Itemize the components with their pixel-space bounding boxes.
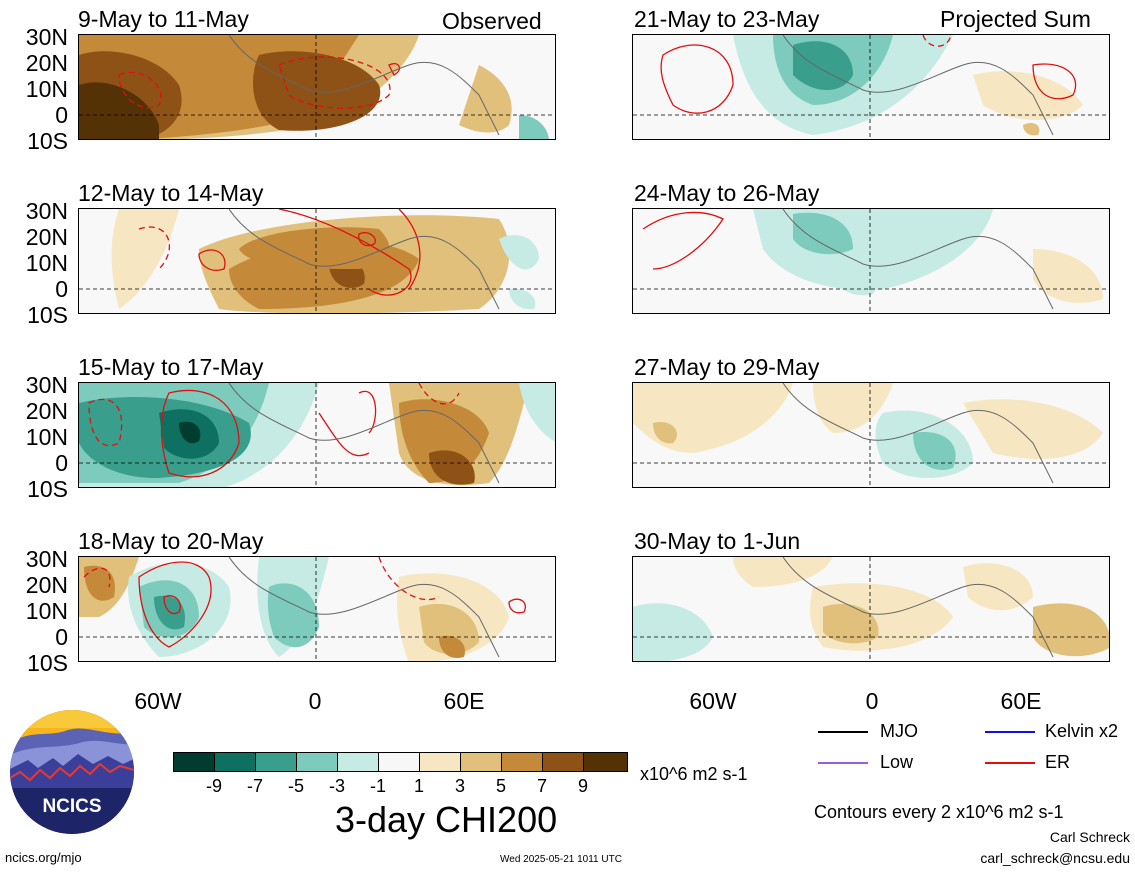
panel-title-2: 12-May to 14-May <box>78 180 264 206</box>
lat-label: 10N <box>25 598 68 624</box>
lon-label-60e-right: 60E <box>1000 688 1042 714</box>
contour-note: Contours every 2 x10^6 m2 s-1 <box>814 802 1064 822</box>
lat-label: 10N <box>25 424 68 450</box>
lat-label: 30N <box>25 372 68 398</box>
colorbar-label: -1 <box>369 776 386 796</box>
legend-line-mjo <box>818 731 868 733</box>
lon-label-0-left: 0 <box>308 688 322 714</box>
colorbar-swatch <box>296 752 338 772</box>
lat-label: 10S <box>27 476 68 502</box>
logo-text: NCICS <box>42 796 101 817</box>
map-panel-projected-3 <box>632 382 1110 488</box>
lon-label-60e-left: 60E <box>443 688 485 714</box>
colorbar-swatch <box>583 752 628 772</box>
colorbar-labels: -9 -7 -5 -3 -1 1 3 5 7 9 <box>173 776 628 798</box>
colorbar-title: 3-day CHI200 <box>335 799 558 840</box>
colorbar-label: 3 <box>454 776 465 796</box>
legend-label-er: ER <box>1045 752 1071 772</box>
author-email[interactable]: carl_schreck@ncsu.edu <box>980 850 1130 866</box>
map-panel-projected-2 <box>632 208 1110 314</box>
colorbar-swatch <box>419 752 461 772</box>
colorbar-swatch <box>542 752 584 772</box>
projected-label: Projected Sum <box>940 6 1091 32</box>
colorbar-swatch <box>460 752 502 772</box>
colorbar-swatch <box>173 752 215 772</box>
lat-label: 0 <box>55 624 68 650</box>
lat-label: 10N <box>25 250 68 276</box>
lat-label: 30N <box>25 24 68 50</box>
colorbar <box>173 752 628 772</box>
panel-title-6: 24-May to 26-May <box>634 180 820 206</box>
map-panel-projected-1 <box>632 34 1110 140</box>
legend-line-kelvin <box>985 731 1035 733</box>
legend-label-kelvin: Kelvin x2 <box>1045 721 1119 741</box>
panel-title-5: 21-May to 23-May <box>634 6 820 32</box>
legend-line-er <box>985 762 1035 764</box>
panel-title-7: 27-May to 29-May <box>634 354 820 380</box>
panel-title-1: 9-May to 11-May <box>78 6 249 32</box>
panel-title-3: 15-May to 17-May <box>78 354 264 380</box>
observed-label: Observed <box>442 8 542 34</box>
lat-label: 20N <box>25 398 68 424</box>
colorbar-swatch <box>337 752 379 772</box>
lat-label: 10S <box>27 650 68 676</box>
map-panel-observed-3 <box>78 382 556 488</box>
colorbar-label: 9 <box>577 776 588 796</box>
map-panel-projected-4 <box>632 556 1110 662</box>
legend-line-low <box>818 762 868 764</box>
author-name: Carl Schreck <box>1049 829 1130 845</box>
map-panel-observed-2 <box>78 208 556 314</box>
lat-label: 10S <box>27 302 68 328</box>
lon-label-60w-right: 60W <box>689 688 737 714</box>
colorbar-label: -5 <box>287 776 304 796</box>
ncics-logo: NCICS <box>8 708 136 836</box>
timestamp: Wed 2025-05-21 1011 UTC <box>500 854 622 865</box>
colorbar-label: 7 <box>536 776 547 796</box>
lat-label: 10S <box>27 128 68 154</box>
colorbar-swatch <box>378 752 420 772</box>
lat-label: 30N <box>25 198 68 224</box>
lat-label: 20N <box>25 224 68 250</box>
legend-label-mjo: MJO <box>880 721 918 741</box>
lat-label: 20N <box>25 50 68 76</box>
lat-label: 30N <box>25 546 68 572</box>
colorbar-units: x10^6 m2 s-1 <box>640 764 748 784</box>
lat-label: 0 <box>55 276 68 302</box>
lon-label-0-right: 0 <box>865 688 879 714</box>
legend-label-low: Low <box>880 752 914 772</box>
lat-label: 10N <box>25 76 68 102</box>
map-panel-observed-4 <box>78 556 556 662</box>
website-link[interactable]: ncics.org/mjo <box>5 850 82 865</box>
lon-label-60w-left: 60W <box>134 688 182 714</box>
colorbar-label: 1 <box>413 776 424 796</box>
map-panel-observed-1 <box>78 34 556 140</box>
lat-label: 0 <box>55 450 68 476</box>
lat-label: 0 <box>55 102 68 128</box>
colorbar-label: -7 <box>246 776 263 796</box>
colorbar-label: 5 <box>495 776 506 796</box>
colorbar-label: -3 <box>328 776 345 796</box>
lat-label: 20N <box>25 572 68 598</box>
panel-title-8: 30-May to 1-Jun <box>634 528 801 554</box>
colorbar-swatch <box>214 752 256 772</box>
panel-title-4: 18-May to 20-May <box>78 528 264 554</box>
colorbar-swatch <box>255 752 297 772</box>
colorbar-label: -9 <box>205 776 222 796</box>
colorbar-swatch <box>501 752 543 772</box>
